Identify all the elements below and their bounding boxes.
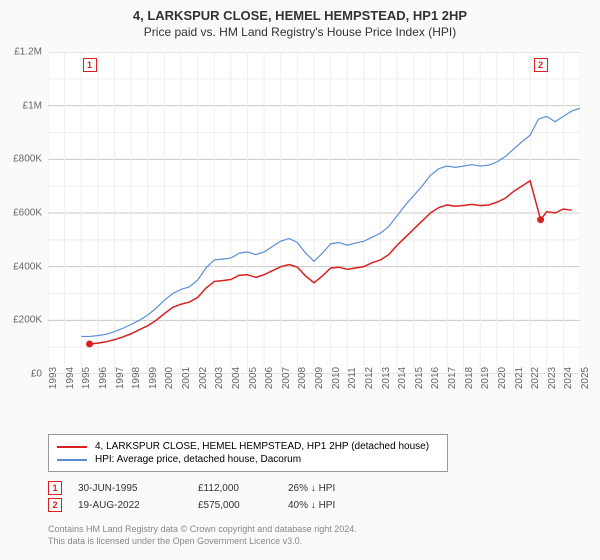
x-axis-label: 1998 <box>131 367 142 389</box>
y-axis-label: £600K <box>13 208 42 219</box>
x-axis-label: 2018 <box>464 367 475 389</box>
sale-price: £575,000 <box>198 500 288 511</box>
x-axis-label: 2006 <box>264 367 275 389</box>
y-axis-label: £800K <box>13 154 42 165</box>
plot-svg <box>48 52 580 374</box>
y-axis-label: £200K <box>13 315 42 326</box>
x-axis-label: 2003 <box>214 367 225 389</box>
legend-item: HPI: Average price, detached house, Daco… <box>57 454 439 465</box>
x-axis-label: 1995 <box>81 367 92 389</box>
footer-attribution: Contains HM Land Registry data © Crown c… <box>48 524 357 547</box>
x-axis-label: 2020 <box>497 367 508 389</box>
sale-pct: 26% ↓ HPI <box>288 483 388 494</box>
chart-area: 12 £0£200K£400K£600K£800K£1M£1.2M1993199… <box>48 52 580 402</box>
legend-label: 4, LARKSPUR CLOSE, HEMEL HEMPSTEAD, HP1 … <box>95 441 429 452</box>
x-axis-label: 2016 <box>430 367 441 389</box>
x-axis-label: 2013 <box>381 367 392 389</box>
x-axis-label: 2002 <box>198 367 209 389</box>
footer-line-2: This data is licensed under the Open Gov… <box>48 536 357 548</box>
legend-item: 4, LARKSPUR CLOSE, HEMEL HEMPSTEAD, HP1 … <box>57 441 439 452</box>
plot-area: 12 <box>48 52 580 374</box>
y-axis-label: £1M <box>23 100 42 111</box>
sale-marker-icon: 1 <box>48 481 62 495</box>
x-axis-label: 2025 <box>580 367 591 389</box>
x-axis-label: 1997 <box>115 367 126 389</box>
x-axis-label: 2007 <box>281 367 292 389</box>
y-axis-label: £0 <box>31 369 42 380</box>
chart-subtitle: Price paid vs. HM Land Registry's House … <box>0 25 600 39</box>
sale-row: 1 30-JUN-1995£112,00026% ↓ HPI <box>48 481 388 495</box>
x-axis-label: 2008 <box>297 367 308 389</box>
y-axis-label: £1.2M <box>14 47 42 58</box>
legend-box: 4, LARKSPUR CLOSE, HEMEL HEMPSTEAD, HP1 … <box>48 434 448 472</box>
x-axis-label: 2011 <box>347 367 358 389</box>
x-axis-label: 2022 <box>530 367 541 389</box>
sales-table: 1 30-JUN-1995£112,00026% ↓ HPI 2 19-AUG-202… <box>48 478 388 515</box>
x-axis-label: 1999 <box>148 367 159 389</box>
sale-date: 30-JUN-1995 <box>78 483 198 494</box>
x-axis-label: 2004 <box>231 367 242 389</box>
x-axis-label: 1996 <box>98 367 109 389</box>
x-axis-label: 2005 <box>248 367 259 389</box>
legend-line-icon <box>57 459 87 461</box>
sale-date: 19-AUG-2022 <box>78 500 198 511</box>
x-axis-label: 1993 <box>48 367 59 389</box>
sale-row: 2 19-AUG-2022£575,00040% ↓ HPI <box>48 498 388 512</box>
sale-marker-2: 2 <box>534 58 548 72</box>
x-axis-label: 2001 <box>181 367 192 389</box>
legend-line-icon <box>57 446 87 448</box>
x-axis-label: 1994 <box>65 367 76 389</box>
x-axis-label: 2012 <box>364 367 375 389</box>
x-axis-label: 2023 <box>547 367 558 389</box>
x-axis-label: 2014 <box>397 367 408 389</box>
x-axis-label: 2024 <box>563 367 574 389</box>
legend-label: HPI: Average price, detached house, Daco… <box>95 454 301 465</box>
x-axis-label: 2010 <box>331 367 342 389</box>
chart-container: 4, LARKSPUR CLOSE, HEMEL HEMPSTEAD, HP1 … <box>0 0 600 560</box>
x-axis-label: 2017 <box>447 367 458 389</box>
x-axis-label: 2019 <box>480 367 491 389</box>
footer-line-1: Contains HM Land Registry data © Crown c… <box>48 524 357 536</box>
sale-pct: 40% ↓ HPI <box>288 500 388 511</box>
sale-marker-icon: 2 <box>48 498 62 512</box>
x-axis-label: 2021 <box>514 367 525 389</box>
x-axis-label: 2000 <box>164 367 175 389</box>
sale-price: £112,000 <box>198 483 288 494</box>
sale-marker-1: 1 <box>83 58 97 72</box>
x-axis-label: 2009 <box>314 367 325 389</box>
chart-title: 4, LARKSPUR CLOSE, HEMEL HEMPSTEAD, HP1 … <box>0 0 600 23</box>
x-axis-label: 2015 <box>414 367 425 389</box>
y-axis-label: £400K <box>13 261 42 272</box>
